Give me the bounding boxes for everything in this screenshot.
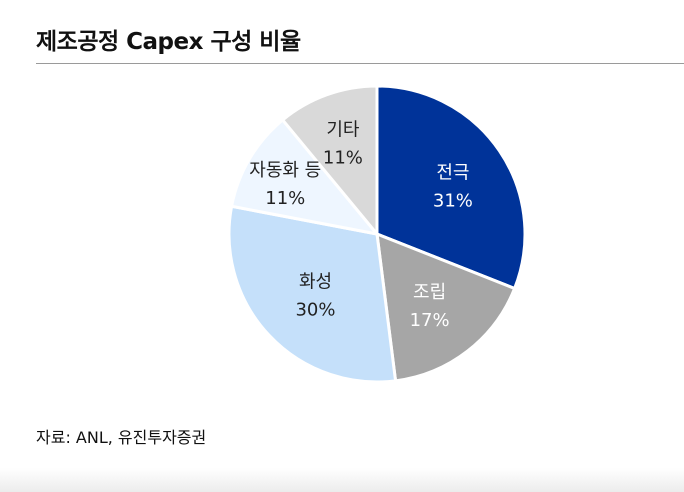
slice-label-2: 조립	[413, 282, 446, 303]
slice-label-5: 기타	[326, 119, 360, 140]
slice-value-5: 11%	[323, 147, 363, 168]
source-note: 자료: ANL, 유진투자증권	[36, 428, 207, 447]
slice-label-1: 전극	[436, 162, 469, 183]
slice-value-4: 11%	[265, 188, 305, 209]
pie-slices	[227, 84, 527, 384]
slice-label-4: 자동화 등	[249, 160, 321, 181]
pie-slice-3	[227, 204, 398, 384]
chart-title: 제조공정 Capex 구성 비율	[36, 29, 301, 55]
slice-label-3: 화성	[299, 272, 332, 293]
pie-slice-5	[281, 84, 379, 236]
slice-value-3: 30%	[295, 300, 335, 321]
title-divider	[36, 63, 684, 64]
bottom-shade	[0, 468, 684, 492]
pie-slice-2	[375, 232, 517, 383]
pie-slice-1	[375, 84, 527, 290]
slice-value-1: 31%	[433, 190, 473, 211]
slice-value-2: 17%	[410, 310, 450, 331]
pie-slice-4	[230, 118, 379, 236]
